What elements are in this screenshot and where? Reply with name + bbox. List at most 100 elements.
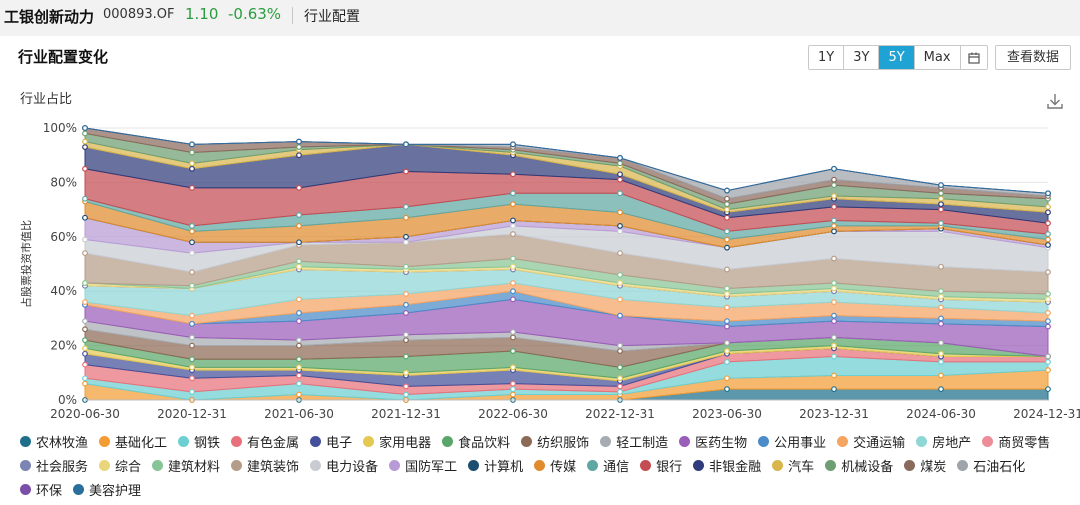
legend-item[interactable]: 食品饮料: [442, 432, 510, 451]
data-point-计算机: [724, 244, 730, 251]
legend-item[interactable]: 石油石化: [957, 456, 1025, 475]
data-point-轻工制造: [296, 337, 302, 344]
data-point-电子: [82, 350, 88, 357]
data-point-医药生物: [724, 323, 730, 330]
data-point-钢铁: [82, 375, 88, 382]
data-point-美容护理: [1045, 190, 1051, 197]
x-tick-label: 2022-06-30: [478, 407, 548, 421]
legend-item[interactable]: 医药生物: [679, 432, 747, 451]
y-tick-label: 80%: [50, 175, 77, 189]
view-data-button[interactable]: 查看数据: [995, 45, 1072, 70]
data-point-家用电器: [938, 350, 944, 357]
legend-item[interactable]: 传媒: [534, 456, 576, 475]
legend-item[interactable]: 机械设备: [825, 456, 893, 475]
data-point-基础化工: [831, 372, 837, 379]
data-point-有色金属: [617, 383, 623, 390]
x-tick-label: 2023-12-31: [799, 407, 869, 421]
data-point-公用事业: [831, 312, 837, 319]
legend-item[interactable]: 交通运输: [837, 432, 905, 451]
data-point-非银金融: [296, 152, 302, 159]
legend-item[interactable]: 建筑装饰: [231, 456, 299, 475]
legend-item[interactable]: 纺织服饰: [521, 432, 589, 451]
data-point-轻工制造: [617, 342, 623, 349]
data-point-家用电器: [189, 364, 195, 371]
data-point-通信: [724, 228, 730, 235]
data-point-基础化工: [82, 380, 88, 387]
legend-item[interactable]: 国防军工: [389, 456, 457, 475]
legend-item[interactable]: 通信: [587, 456, 629, 475]
data-point-建筑材料: [296, 258, 302, 265]
legend-item[interactable]: 商贸零售: [982, 432, 1050, 451]
data-point-轻工制造: [82, 318, 88, 325]
data-point-食品饮料: [189, 356, 195, 363]
data-point-食品饮料: [296, 356, 302, 363]
legend-item[interactable]: 建筑材料: [152, 456, 220, 475]
data-point-钢铁: [831, 353, 837, 360]
data-point-计算机: [831, 228, 837, 235]
data-point-交通运输: [510, 280, 516, 286]
data-point-计算机: [1045, 242, 1051, 248]
legend-item[interactable]: 综合: [99, 456, 141, 475]
data-point-电力设备: [510, 223, 516, 229]
data-point-煤炭: [831, 176, 837, 183]
data-point-轻工制造: [403, 331, 409, 338]
data-point-建筑材料: [724, 285, 730, 292]
legend-label: 建筑装饰: [247, 460, 300, 475]
legend-label: 计算机: [484, 460, 524, 475]
range-3y-button[interactable]: 3Y: [844, 46, 880, 69]
data-point-综合: [938, 293, 944, 300]
data-point-钢铁: [617, 388, 623, 395]
legend-item[interactable]: 公用事业: [758, 432, 826, 451]
tab-industry-allocation[interactable]: 行业配置: [304, 9, 360, 25]
data-point-银行: [403, 168, 409, 175]
calendar-icon[interactable]: [960, 46, 987, 69]
data-point-家用电器: [831, 342, 837, 349]
data-point-医药生物: [296, 318, 302, 325]
x-tick-label: 2024-12-31: [1013, 407, 1080, 421]
data-point-建筑材料: [403, 263, 409, 270]
legend-marker: [521, 436, 533, 447]
legend-item[interactable]: 煤炭: [904, 456, 946, 475]
legend-item[interactable]: 汽车: [772, 456, 814, 475]
legend-item[interactable]: 有色金属: [231, 432, 299, 451]
data-point-机械设备: [189, 149, 195, 156]
data-point-非银金融: [938, 201, 944, 208]
legend-item[interactable]: 环保: [20, 480, 62, 499]
legend-item[interactable]: 银行: [640, 456, 682, 475]
legend-item[interactable]: 农林牧渔: [20, 432, 88, 451]
download-icon[interactable]: [1046, 92, 1064, 110]
x-tick-label: 2020-06-30: [50, 407, 120, 421]
legend-item[interactable]: 电子: [310, 432, 352, 451]
legend-label: 房地产: [932, 436, 972, 451]
range-5y-button[interactable]: 5Y: [879, 46, 915, 69]
data-point-电力设备: [617, 228, 623, 235]
legend-item[interactable]: 轻工制造: [600, 432, 668, 451]
legend-label: 国防军工: [405, 460, 458, 475]
data-point-公用事业: [510, 288, 516, 295]
legend-item[interactable]: 家用电器: [363, 432, 431, 451]
legend-item[interactable]: 计算机: [468, 456, 523, 475]
legend-item[interactable]: 非银金融: [693, 456, 761, 475]
data-point-传媒: [724, 236, 730, 243]
legend-item[interactable]: 电力设备: [310, 456, 378, 475]
data-point-家用电器: [82, 345, 88, 352]
legend-item[interactable]: 房地产: [916, 432, 971, 451]
data-point-电力设备: [82, 236, 88, 243]
data-point-计算机: [82, 214, 88, 221]
data-point-轻工制造: [724, 339, 730, 346]
fund-nav: 1.10: [185, 5, 219, 23]
data-point-综合: [296, 263, 302, 270]
data-point-汽车: [1045, 203, 1051, 210]
range-max-button[interactable]: Max: [914, 46, 961, 69]
legend-item[interactable]: 社会服务: [20, 456, 88, 475]
range-1y-button[interactable]: 1Y: [809, 46, 845, 69]
legend-item[interactable]: 基础化工: [99, 432, 167, 451]
data-point-综合: [831, 285, 837, 292]
legend-item[interactable]: 钢铁: [178, 432, 220, 451]
legend-item[interactable]: 美容护理: [73, 480, 141, 499]
legend-marker: [982, 436, 994, 447]
data-point-机械设备: [938, 190, 944, 197]
data-point-轻工制造: [938, 339, 944, 346]
data-point-美容护理: [831, 165, 837, 172]
